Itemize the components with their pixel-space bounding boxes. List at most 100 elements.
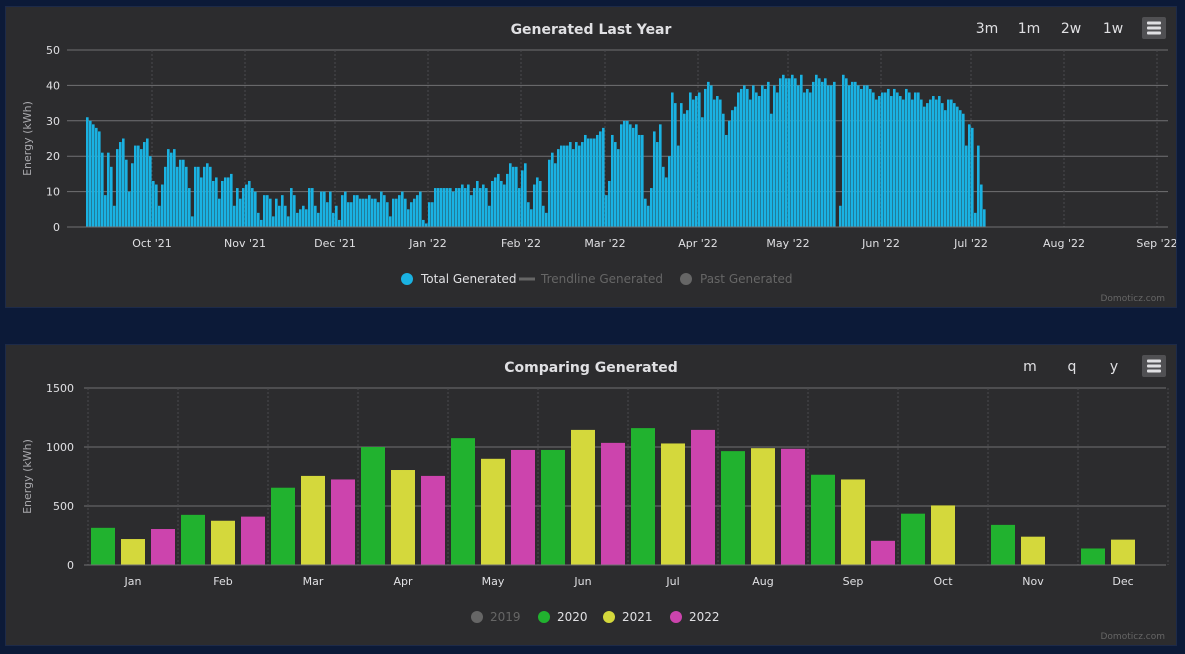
bar-day xyxy=(632,127,635,227)
bar-day xyxy=(482,184,485,227)
bar-day xyxy=(947,99,950,227)
bar-day xyxy=(746,88,749,227)
bar-day xyxy=(629,124,632,227)
bar-day xyxy=(902,99,905,227)
legend-item-total-generated[interactable]: Total Generated xyxy=(401,272,517,286)
bar-day xyxy=(122,138,125,227)
legend-item-2022[interactable]: 2022 xyxy=(670,610,720,624)
bar-day xyxy=(473,188,476,227)
bar-day xyxy=(962,113,965,227)
bar-day xyxy=(968,124,971,227)
bar-day xyxy=(440,188,443,227)
bar-day xyxy=(560,145,563,227)
bar-day xyxy=(545,212,548,227)
bar-day xyxy=(548,159,551,227)
x-tick-label: Jan '22 xyxy=(408,237,446,250)
bar-day xyxy=(185,166,188,227)
bar-2022-apr xyxy=(421,475,445,565)
bar-day xyxy=(659,124,662,227)
bar-day xyxy=(119,142,122,227)
bar-day xyxy=(218,198,221,227)
bar-day xyxy=(164,166,167,227)
bar-day xyxy=(896,92,899,227)
bar-day xyxy=(818,78,821,227)
legend-label: 2022 xyxy=(689,610,720,624)
bar-day xyxy=(731,110,734,227)
bar-day xyxy=(764,88,767,227)
bar-day xyxy=(932,96,935,228)
bar-day xyxy=(977,145,980,227)
range-button-1w[interactable]: 1w xyxy=(1103,21,1123,37)
bar-day xyxy=(89,120,92,227)
x-tick-label: Oct '21 xyxy=(132,237,172,250)
bar-day xyxy=(476,180,479,227)
bar-day xyxy=(317,212,320,227)
x-tick-label: Oct xyxy=(933,575,953,588)
bar-day xyxy=(479,188,482,227)
bar-day xyxy=(452,191,455,227)
bar-day xyxy=(590,138,593,227)
y-tick-label: 1000 xyxy=(46,441,74,454)
range-button-3m[interactable]: 3m xyxy=(976,21,999,37)
bar-day xyxy=(866,85,869,228)
bar-day xyxy=(431,202,434,227)
bar-day xyxy=(653,131,656,227)
bar-2021-jun xyxy=(571,429,595,565)
range-button-m[interactable]: m xyxy=(1023,359,1037,375)
bar-2021-jul xyxy=(661,443,685,565)
bar-day xyxy=(260,219,263,227)
bar-day xyxy=(770,113,773,227)
credit-text[interactable]: Domoticz.com xyxy=(1101,632,1166,642)
bar-day xyxy=(206,163,209,227)
bar-day xyxy=(191,216,194,227)
bar-day xyxy=(578,145,581,227)
bar-day xyxy=(125,159,128,227)
bar-day xyxy=(656,142,659,227)
bar-day xyxy=(722,113,725,227)
bar-day xyxy=(167,149,170,227)
range-button-q[interactable]: q xyxy=(1068,359,1077,375)
y-tick-label: 50 xyxy=(46,44,60,57)
legend-label: 2020 xyxy=(557,610,588,624)
legend-item-2021[interactable]: 2021 xyxy=(603,610,653,624)
bar-day xyxy=(665,177,668,227)
x-tick-label: Jun xyxy=(573,575,591,588)
bar-day xyxy=(308,188,311,227)
bar-day xyxy=(113,205,116,227)
x-tick-label: Jun '22 xyxy=(861,237,900,250)
range-button-1m[interactable]: 1m xyxy=(1018,21,1041,37)
bar-day xyxy=(485,188,488,227)
legend-item-2020[interactable]: 2020 xyxy=(538,610,588,624)
bar-day xyxy=(680,103,683,227)
bar-day xyxy=(350,202,353,227)
range-button-2w[interactable]: 2w xyxy=(1061,21,1081,37)
bar-day xyxy=(953,103,956,227)
bar-day xyxy=(311,188,314,227)
bar-2020-sep xyxy=(811,474,835,565)
bar-day xyxy=(791,74,794,227)
bar-day xyxy=(617,149,620,227)
bar-day xyxy=(575,142,578,227)
bar-2020-jun xyxy=(541,449,565,565)
bar-day xyxy=(383,195,386,227)
bar-day xyxy=(599,131,602,227)
legend-item-2019[interactable]: 2019 xyxy=(471,610,521,624)
bar-day xyxy=(965,145,968,227)
bar-day xyxy=(302,205,305,227)
bar-2021-oct xyxy=(931,505,955,565)
hamburger-menu-icon[interactable] xyxy=(1142,355,1166,377)
bar-2021-nov xyxy=(1021,536,1045,565)
bar-day xyxy=(668,156,671,227)
legend-item-past-generated[interactable]: Past Generated xyxy=(680,272,792,286)
bar-day xyxy=(833,81,836,227)
hamburger-menu-icon[interactable] xyxy=(1142,17,1166,39)
legend-marker xyxy=(680,273,692,285)
bar-day xyxy=(689,92,692,227)
bar-2022-aug xyxy=(781,448,805,565)
bar-day xyxy=(254,191,257,227)
bar-day xyxy=(698,92,701,227)
range-button-y[interactable]: y xyxy=(1110,359,1118,375)
credit-text[interactable]: Domoticz.com xyxy=(1101,294,1166,304)
legend-item-trendline-generated[interactable]: Trendline Generated xyxy=(519,272,663,286)
bar-day xyxy=(536,177,539,227)
